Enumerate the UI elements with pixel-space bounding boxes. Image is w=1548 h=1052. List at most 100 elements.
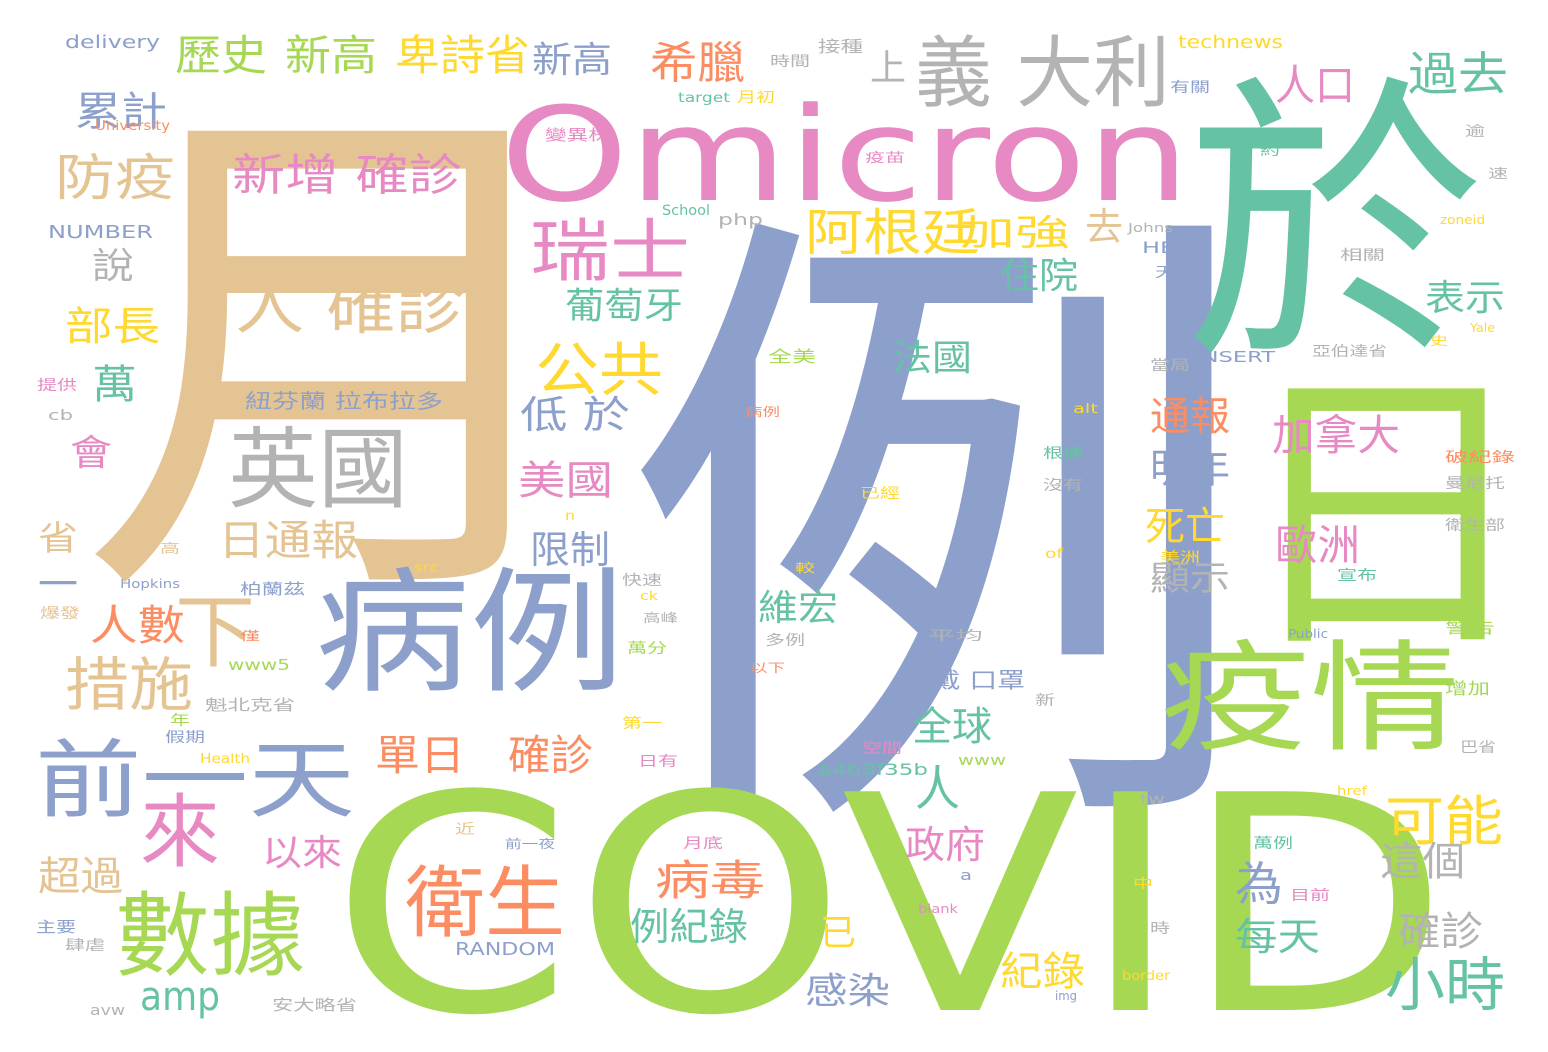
word-55: 限制: [530, 528, 610, 572]
word-127: 前一夜: [505, 836, 555, 851]
word-89: Johns: [1127, 221, 1173, 235]
word-137: a: [960, 868, 972, 884]
word-126: 萬例: [1253, 836, 1293, 852]
word-98: 已經: [860, 486, 900, 502]
word-141: href: [1337, 784, 1368, 798]
word-78: technews: [1178, 32, 1283, 53]
word-128: 安大略省: [272, 996, 357, 1014]
word-94: 全美: [768, 347, 816, 366]
word-83: target: [678, 91, 730, 106]
word-136: tw: [1140, 792, 1165, 808]
word-24: 加拿大: [1272, 411, 1400, 460]
word-64: 已: [820, 913, 856, 954]
word-53: 美國: [518, 458, 613, 504]
word-112: 空間: [862, 741, 902, 757]
word-142: Public: [1288, 627, 1328, 641]
word-113: a4b3f35b: [818, 760, 928, 779]
word-18: 新增 確診: [232, 150, 462, 201]
word-51: 表示: [1425, 278, 1505, 319]
word-148: 以下: [750, 661, 785, 675]
word-57: 住院: [1000, 256, 1078, 297]
word-71: 會: [70, 433, 112, 474]
word-124: RANDOM: [455, 939, 555, 960]
word-79: 時間: [770, 54, 810, 70]
word-145: 目前: [1290, 887, 1330, 904]
word-91: 相關: [1340, 248, 1385, 264]
word-125: 月底: [683, 836, 723, 852]
word-54: 低 於: [520, 393, 630, 437]
word-152: 中: [1133, 877, 1153, 892]
word-49: 明年: [1150, 446, 1230, 492]
word-103: 增加: [1445, 679, 1490, 698]
word-19: 防疫: [55, 149, 175, 207]
word-34: 日通報: [218, 516, 358, 565]
word-46: 這個: [1380, 839, 1465, 885]
word-2: COVID: [330, 732, 1450, 1052]
word-15: 瑞士: [530, 213, 690, 292]
word-70: 萬: [92, 362, 137, 408]
word-29: 歷史: [175, 31, 267, 80]
word-66: amp: [140, 974, 220, 1020]
word-3: 於: [1185, 52, 1485, 401]
word-110: 多例: [765, 632, 805, 649]
word-157: 約: [1260, 143, 1280, 158]
word-104: 巴省: [1460, 740, 1496, 756]
word-62: 維宏: [758, 588, 838, 629]
word-13: 來: [140, 786, 220, 879]
word-52: 部長: [65, 304, 160, 350]
word-156: 逾: [1465, 124, 1485, 140]
word-81: 有關: [1170, 80, 1210, 96]
word-132: cb: [48, 408, 73, 424]
word-80: 接種: [818, 37, 863, 56]
word-63: 感染: [805, 971, 890, 1012]
word-23: 可能: [1385, 790, 1503, 853]
word-134: src: [414, 561, 439, 576]
word-37: 人數: [90, 601, 185, 650]
word-20: 公共: [535, 336, 663, 404]
word-99: 破紀錄: [1445, 450, 1515, 466]
word-14: 人 確診: [235, 270, 465, 344]
word-161: n: [565, 509, 575, 524]
word-26: 人口: [1275, 61, 1355, 110]
word-92: INSERT: [1195, 348, 1276, 366]
word-159: 史: [1430, 334, 1448, 348]
word-47: 為: [1235, 857, 1283, 911]
word-115: 第一: [622, 715, 662, 732]
word-135: alt: [1073, 402, 1098, 417]
word-27: 過去: [1408, 47, 1508, 101]
word-69: 說: [92, 246, 134, 287]
word-143: Yale: [1469, 321, 1495, 335]
word-121: www5: [228, 656, 290, 674]
word-88: php: [718, 210, 763, 229]
word-93: 亞伯達省: [1312, 344, 1387, 360]
word-74: 佩戴 口罩: [905, 669, 1025, 694]
word-32: 新高: [532, 40, 612, 81]
word-122: 柏蘭茲: [240, 580, 305, 598]
word-10: 數據: [115, 883, 305, 990]
word-45: 確診: [1398, 909, 1483, 955]
word-77: NUMBER: [48, 222, 153, 243]
word-108: 萬分: [627, 641, 667, 657]
word-39: 例紀錄: [630, 905, 748, 949]
word-31: 卑詩省: [395, 31, 530, 80]
word-60: 上: [870, 48, 906, 89]
word-8: 義 大利: [915, 29, 1170, 119]
word-140: border: [1122, 969, 1171, 984]
word-114: www: [958, 753, 1006, 769]
word-160: of: [1045, 547, 1064, 562]
word-11: 衛生: [405, 859, 565, 949]
word-131: 提供: [37, 378, 77, 394]
word-105: 宣布: [1337, 568, 1377, 584]
word-149: 病例: [745, 404, 780, 419]
word-9: 英國: [228, 418, 408, 521]
word-50: 通報: [1150, 394, 1230, 440]
word-84: University: [95, 119, 170, 134]
word-12: 前一天: [35, 732, 355, 831]
word-95: 當局: [1150, 358, 1190, 374]
word-16: 下: [175, 586, 255, 679]
word-139: img: [1055, 989, 1077, 1003]
word-153: 僅: [240, 629, 260, 643]
word-162: ck: [640, 589, 658, 603]
